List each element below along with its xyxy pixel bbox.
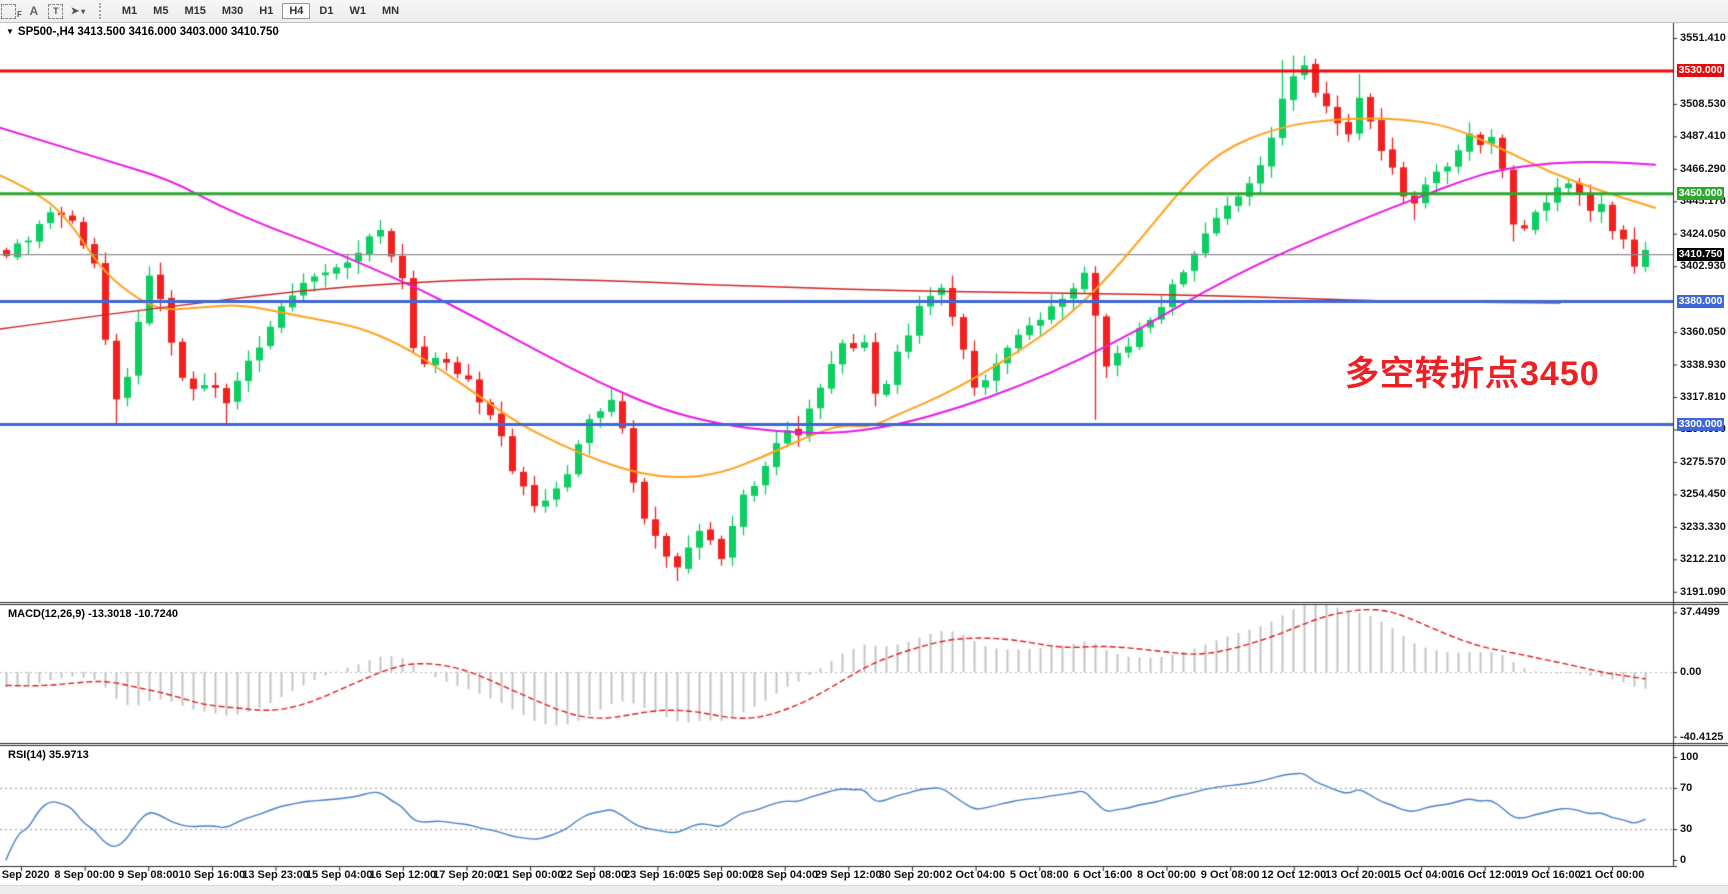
price-badge: 3530.000 bbox=[1677, 64, 1724, 78]
date-axis-label: 13 Oct 20:00 bbox=[1325, 869, 1390, 881]
timeframe-button-H1[interactable]: H1 bbox=[259, 5, 274, 17]
fibo-tool-button[interactable]: F bbox=[1, 2, 22, 20]
date-axis-label: 23 Sep 16:00 bbox=[624, 869, 691, 881]
chart-title-text: SP500-,H4 3413.500 3416.000 3403.000 341… bbox=[17, 26, 279, 38]
date-axis-label: 16 Sep 12:00 bbox=[369, 869, 437, 881]
date-axis-label: 9 Oct 08:00 bbox=[1200, 869, 1260, 881]
price-axis-label: 3487.410 bbox=[1680, 130, 1726, 143]
price-axis-label: 3275.570 bbox=[1680, 455, 1726, 468]
timeframe-button-M15[interactable]: M15 bbox=[184, 5, 206, 17]
arrows-tool-button[interactable]: ➤ ▾ bbox=[68, 2, 88, 20]
price-axis-label: 3551.410 bbox=[1680, 31, 1726, 44]
price-axis-label: 3212.210 bbox=[1680, 553, 1726, 566]
date-axis-label: 12 Oct 12:00 bbox=[1261, 869, 1327, 881]
text-label-tool-button[interactable]: T bbox=[46, 2, 66, 20]
text-tool-icon: A bbox=[29, 4, 39, 18]
fibo-tool-glyph: F bbox=[17, 10, 22, 19]
chart-title: ▼ SP500-,H4 3413.500 3416.000 3403.000 34… bbox=[6, 26, 279, 38]
date-axis-label: 5 Oct 08:00 bbox=[1009, 869, 1069, 881]
date-axis-label: 17 Sep 20:00 bbox=[433, 869, 500, 881]
date-axis-label: 22 Sep 08:00 bbox=[560, 869, 628, 881]
date-axis-label: 28 Sep 04:00 bbox=[751, 869, 818, 881]
text-label-tool-icon: T bbox=[48, 3, 64, 19]
arrows-tool-icon: ➤ bbox=[70, 5, 80, 17]
timeframe-button-MN[interactable]: MN bbox=[381, 5, 400, 17]
date-axis-label: 6 Oct 16:00 bbox=[1073, 869, 1133, 881]
price-axis-label: 3402.930 bbox=[1680, 260, 1726, 273]
top-toolbar: F A T ➤ ▾ M1 M5 M15 M30 H1 H4 D1 W1 MN bbox=[0, 0, 1728, 23]
chart-text-annotation[interactable]: 多空转折点3450 bbox=[1345, 355, 1600, 393]
date-axis-label: 13 Sep 23:00 bbox=[242, 869, 309, 881]
date-axis-label: 15 Oct 04:00 bbox=[1388, 869, 1454, 881]
price-badge: 3300.000 bbox=[1677, 417, 1724, 431]
price-axis-label: 3233.330 bbox=[1680, 520, 1726, 533]
price-axis-label: 3254.450 bbox=[1680, 488, 1726, 501]
date-axis-label: 29 Sep 12:00 bbox=[814, 869, 882, 881]
date-axis-label: 16 Oct 12:00 bbox=[1452, 869, 1518, 881]
macd-axis-label: 37.4499 bbox=[1680, 606, 1720, 619]
price-axis-label: 3317.810 bbox=[1680, 391, 1726, 404]
price-badge: 3450.000 bbox=[1677, 187, 1724, 201]
price-axis-label: 3338.930 bbox=[1680, 358, 1726, 371]
rsi-axis-label: 70 bbox=[1680, 781, 1693, 794]
timeframe-button-M30[interactable]: M30 bbox=[221, 5, 244, 17]
date-axis-label: 21 Oct 00:00 bbox=[1579, 869, 1645, 881]
text-tool-button[interactable]: A bbox=[24, 2, 44, 20]
price-axis-label: 3466.290 bbox=[1680, 162, 1726, 175]
macd-axis-label: 0.00 bbox=[1680, 666, 1702, 679]
date-axis-label: 30 Sep 20:00 bbox=[878, 869, 946, 881]
timeframe-button-group: M1 M5 M15 M30 H1 H4 D1 W1 MN bbox=[114, 3, 407, 19]
rsi-axis-label: 0 bbox=[1680, 854, 1687, 866]
date-axis-label: 9 Sep 08:00 bbox=[117, 869, 179, 881]
date-axis-label: 8 Oct 00:00 bbox=[1137, 869, 1196, 881]
date-axis-label: 8 Sep 00:00 bbox=[54, 869, 115, 881]
price-badge: 3380.000 bbox=[1677, 294, 1724, 308]
timeframe-button-W1[interactable]: W1 bbox=[349, 5, 366, 17]
macd-axis-label: -40.4125 bbox=[1680, 730, 1724, 743]
date-axis-label: 2 Oct 04:00 bbox=[946, 869, 1005, 881]
price-axis-label: 3360.050 bbox=[1680, 326, 1726, 339]
price-axis-label: 3424.050 bbox=[1680, 227, 1726, 240]
date-axis-label: 25 Sep 00:00 bbox=[687, 869, 755, 881]
rsi-axis-label: 100 bbox=[1680, 751, 1699, 763]
price-badge: 3410.750 bbox=[1677, 247, 1724, 261]
timeframe-button-M5[interactable]: M5 bbox=[153, 5, 169, 17]
rsi-indicator-label: RSI(14) 35.9713 bbox=[8, 749, 89, 761]
timeframe-button-D1[interactable]: D1 bbox=[319, 5, 334, 17]
rsi-axis-label: 30 bbox=[1680, 823, 1693, 836]
date-axis-label: 19 Oct 16:00 bbox=[1515, 869, 1581, 881]
symbol-dropdown-icon[interactable]: ▼ bbox=[6, 27, 14, 36]
timeframe-button-H4[interactable]: H4 bbox=[282, 3, 311, 19]
toolbar-grip bbox=[98, 3, 108, 19]
bottom-strip bbox=[0, 885, 1728, 894]
fibo-tool-icon bbox=[1, 3, 16, 19]
price-axis-label: 3508.530 bbox=[1680, 97, 1726, 110]
price-axis-label: 3191.090 bbox=[1680, 585, 1726, 598]
chevron-down-icon: ▾ bbox=[81, 6, 86, 16]
macd-indicator-label: MACD(12,26,9) -13.3018 -10.7240 bbox=[8, 608, 178, 620]
date-axis-label: 10 Sep 16:00 bbox=[178, 869, 246, 881]
date-axis-label: 4 Sep 2020 bbox=[0, 869, 50, 881]
date-axis-label: 21 Sep 00:00 bbox=[496, 869, 564, 881]
timeframe-button-M1[interactable]: M1 bbox=[121, 5, 138, 17]
date-axis-label: 15 Sep 04:00 bbox=[305, 869, 373, 881]
